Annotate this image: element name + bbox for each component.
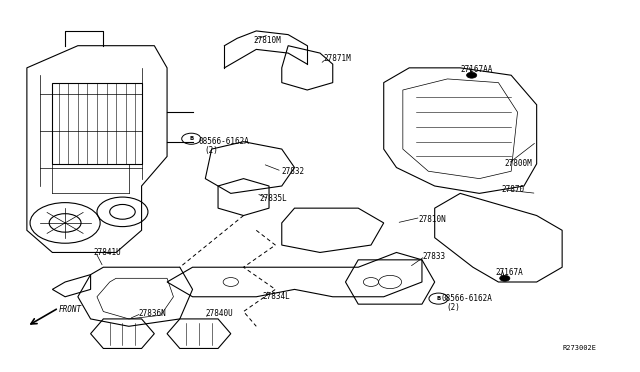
Text: 27841U: 27841U [94, 248, 122, 257]
Text: 27167AA: 27167AA [460, 65, 493, 74]
Text: B: B [189, 136, 193, 141]
Text: FRONT: FRONT [59, 305, 82, 314]
Text: 27835L: 27835L [259, 195, 287, 203]
Text: B: B [436, 296, 441, 301]
Text: 08566-6162A: 08566-6162A [441, 294, 492, 303]
Text: 27810N: 27810N [419, 215, 447, 224]
Text: 27836N: 27836N [138, 309, 166, 318]
Text: 27840U: 27840U [205, 309, 233, 318]
Bar [52, 83, 141, 164]
Text: 27167A: 27167A [495, 268, 523, 277]
Text: 27832: 27832 [282, 167, 305, 176]
Text: 08566-6162A: 08566-6162A [199, 137, 250, 146]
Text: R273002E: R273002E [562, 346, 596, 352]
Text: (2): (2) [204, 147, 218, 155]
Text: 27870: 27870 [502, 185, 525, 194]
Text: 27810M: 27810M [253, 36, 281, 45]
Text: 27871M: 27871M [323, 54, 351, 63]
Text: 27833: 27833 [422, 251, 445, 261]
Circle shape [467, 72, 477, 78]
Text: 27800M: 27800M [505, 159, 532, 169]
Circle shape [500, 275, 510, 281]
Text: (2): (2) [446, 303, 460, 312]
Text: 27834L: 27834L [262, 292, 291, 301]
